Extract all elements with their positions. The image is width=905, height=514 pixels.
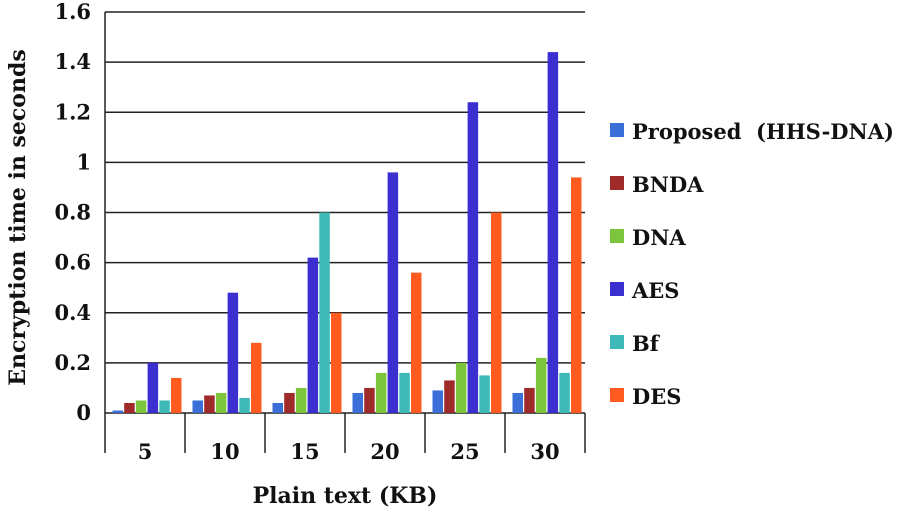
bar-proposed-hhs-dna-20 <box>352 392 363 413</box>
legend-label: Bf <box>632 331 661 356</box>
bar-proposed-hhs-dna-5 <box>112 410 123 413</box>
bar-dna-10 <box>215 392 227 413</box>
bar-des-25 <box>491 212 502 413</box>
legend-label: Proposed (HHS-DNA) <box>632 119 894 144</box>
bar-des-30 <box>571 177 582 413</box>
bar-dna-20 <box>375 372 387 413</box>
bar-dna-25 <box>455 362 467 413</box>
legend-swatch <box>610 176 624 190</box>
legend-swatch <box>610 229 624 243</box>
legend-label: BNDA <box>632 172 704 197</box>
bar-bf-10 <box>239 397 250 413</box>
bar-aes-30 <box>547 52 559 413</box>
bar-aes-25 <box>467 102 479 413</box>
y-axis-title: Encryption time in seconds <box>5 49 31 385</box>
x-tick-label: 15 <box>290 439 319 464</box>
bar-des-10 <box>251 342 262 413</box>
bars <box>112 52 582 413</box>
legend-swatch <box>610 282 624 296</box>
y-tick-label: 1.4 <box>54 49 91 74</box>
legend-swatch <box>610 123 624 137</box>
y-tick-label: 0 <box>76 400 91 425</box>
bar-proposed-hhs-dna-25 <box>432 390 443 413</box>
bar-aes-5 <box>147 362 159 413</box>
bar-bnda-10 <box>204 395 215 413</box>
bar-aes-10 <box>227 292 239 413</box>
x-tick-labels: 5 10 15 20 25 30 <box>138 439 560 464</box>
bar-bnda-20 <box>364 387 375 413</box>
y-tick-labels: 0 0.2 0.4 0.6 0.8 1 1.2 1.4 1.6 <box>54 0 91 425</box>
bar-aes-15 <box>307 257 319 413</box>
bar-bf-20 <box>399 372 410 413</box>
y-tick-label: 1 <box>76 149 91 174</box>
y-tick-label: 0.2 <box>54 350 91 375</box>
bar-aes-20 <box>387 172 399 413</box>
bar-dna-5 <box>135 400 147 413</box>
x-tick-label: 20 <box>370 439 399 464</box>
bar-des-5 <box>171 377 182 413</box>
bar-bnda-30 <box>524 387 535 413</box>
y-tick-label: 1.2 <box>54 99 91 124</box>
bar-bnda-5 <box>124 402 135 413</box>
bar-bf-25 <box>479 375 490 413</box>
legend-label: AES <box>631 278 679 303</box>
y-tick-label: 0.8 <box>54 200 91 225</box>
gridlines <box>105 11 585 414</box>
legend-label: DNA <box>632 225 686 250</box>
bar-bf-5 <box>159 400 170 413</box>
bar-bnda-25 <box>444 380 455 413</box>
legend: Proposed (HHS-DNA) BNDA DNA AES Bf DES <box>610 119 894 409</box>
y-tick-label: 0.6 <box>54 250 91 275</box>
x-tick-label: 30 <box>530 439 559 464</box>
legend-label: DES <box>632 384 681 409</box>
x-axis-title: Plain text (KB) <box>253 483 438 509</box>
x-tick-label: 5 <box>138 439 153 464</box>
bar-bnda-15 <box>284 392 295 413</box>
bar-des-15 <box>331 312 342 413</box>
bar-dna-30 <box>535 357 547 413</box>
y-tick-label: 0.4 <box>54 300 91 325</box>
bar-proposed-hhs-dna-10 <box>192 400 203 413</box>
x-tick-label: 10 <box>210 439 239 464</box>
bar-proposed-hhs-dna-30 <box>512 392 523 413</box>
bar-dna-15 <box>295 387 307 413</box>
bar-proposed-hhs-dna-15 <box>272 402 283 413</box>
legend-swatch <box>610 335 624 349</box>
y-tick-label: 1.6 <box>54 0 91 24</box>
legend-swatch <box>610 388 624 402</box>
x-tick-label: 25 <box>450 439 479 464</box>
bar-des-20 <box>411 272 422 413</box>
axes <box>104 12 586 453</box>
bar-bf-30 <box>559 372 570 413</box>
bar-bf-15 <box>319 212 330 413</box>
